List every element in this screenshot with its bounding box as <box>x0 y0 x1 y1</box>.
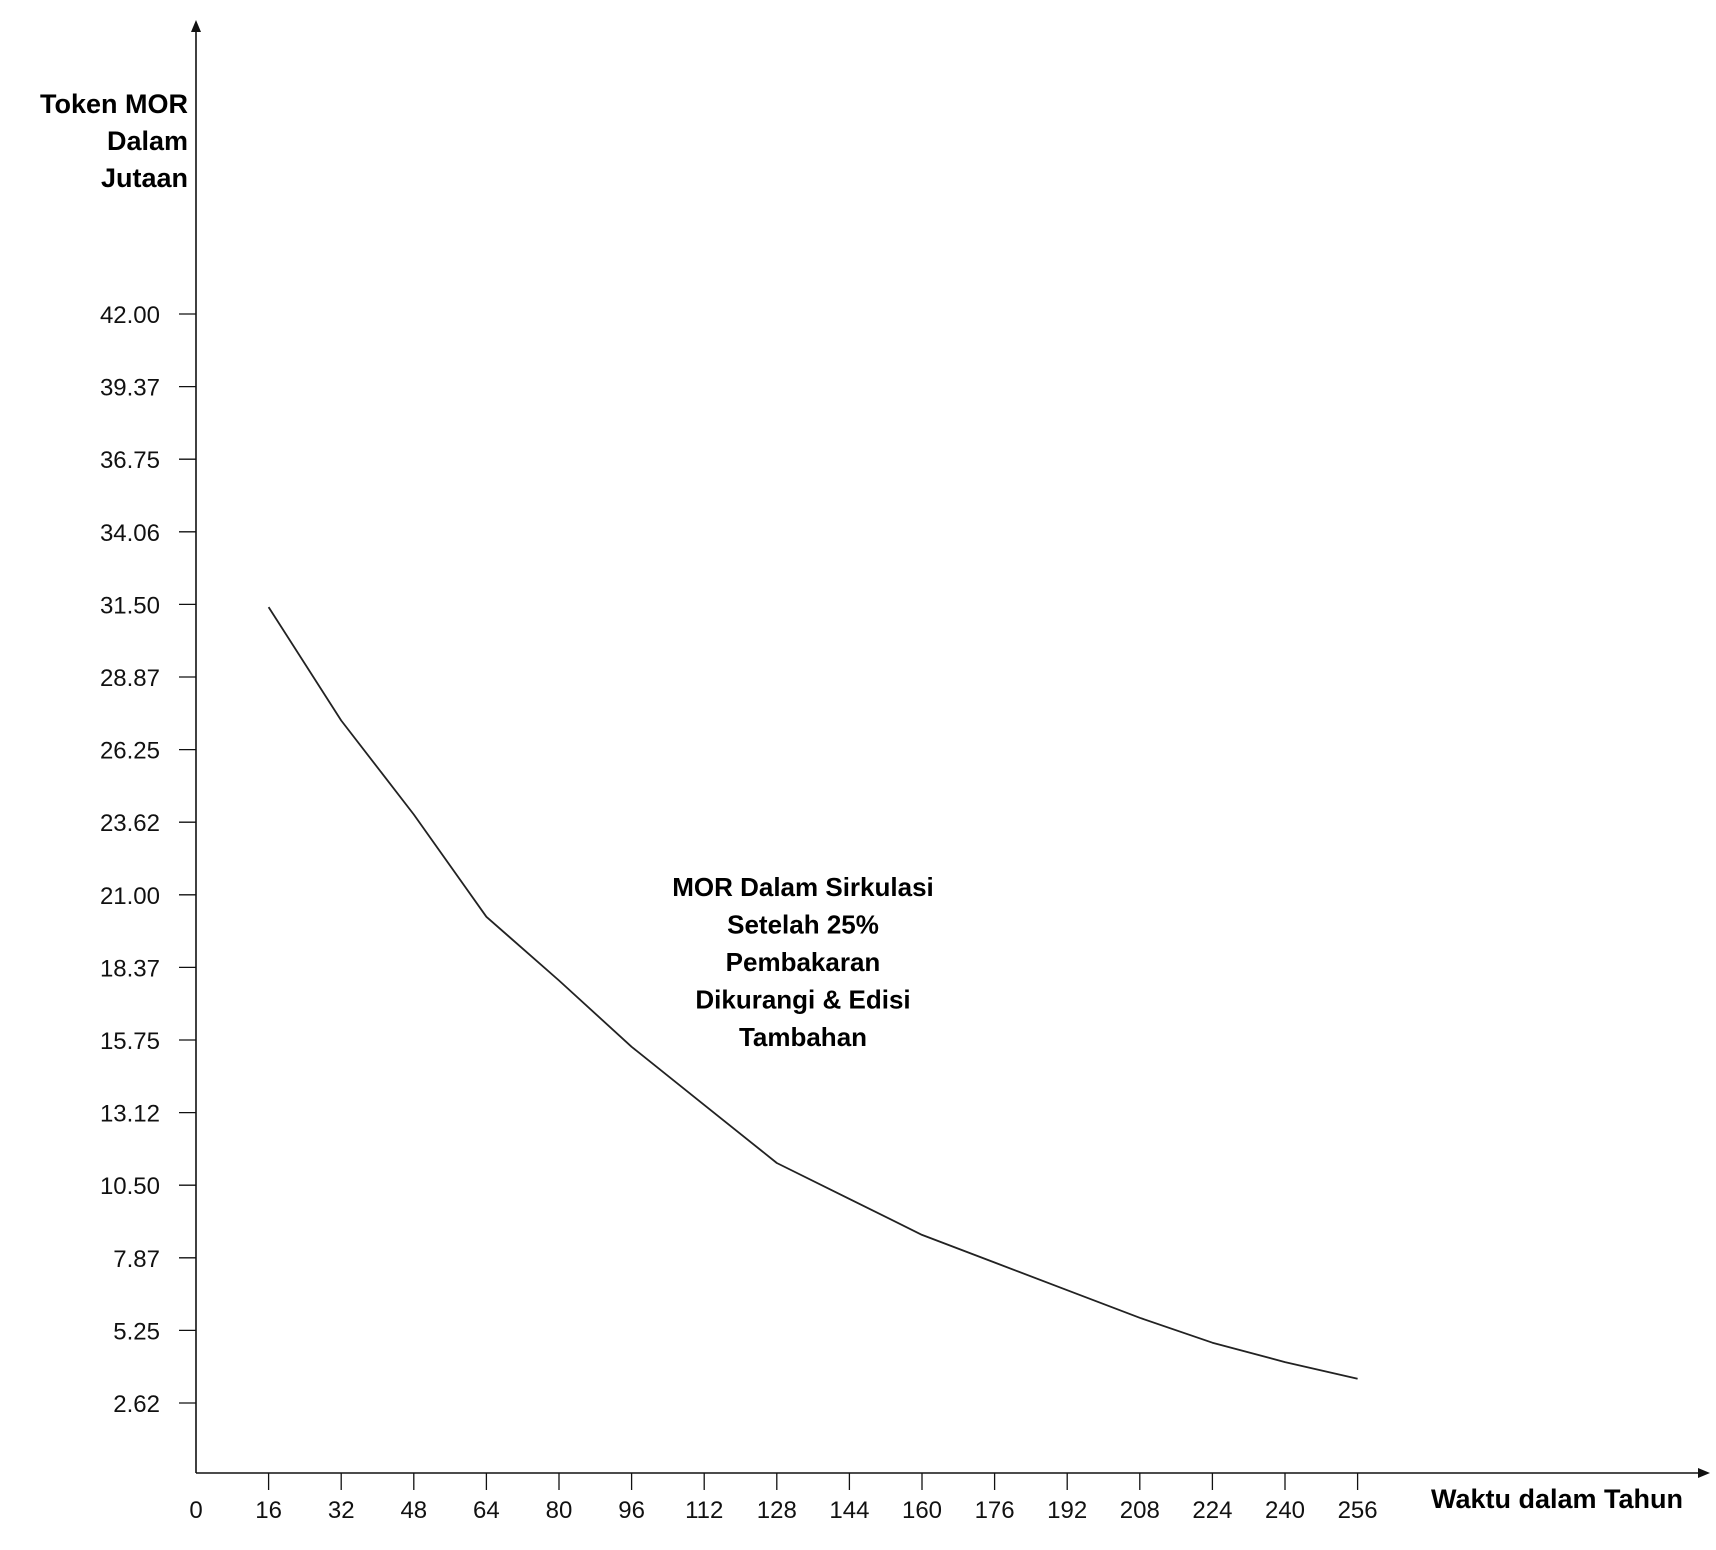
data-series <box>267 606 1358 1380</box>
annotation-line: Setelah 25% <box>727 910 879 940</box>
y-tick-label: 18.37 <box>100 955 160 982</box>
x-tick-label: 112 <box>685 1497 723 1524</box>
x-tick-label: 80 <box>546 1497 573 1524</box>
y-tick-label: 5.25 <box>113 1318 160 1345</box>
x-tick-label: 128 <box>757 1497 797 1524</box>
y-axis-title-line: Dalam <box>107 126 188 156</box>
x-tick-label: 64 <box>473 1497 500 1524</box>
y-tick-label: 2.62 <box>113 1391 160 1418</box>
y-tick-label: 42.00 <box>100 302 160 329</box>
y-tick-label: 23.62 <box>100 810 160 837</box>
y-tick-label: 21.00 <box>100 883 160 910</box>
x-tick-label: 208 <box>1120 1497 1160 1524</box>
y-tick-label: 10.50 <box>100 1173 160 1200</box>
axes <box>191 20 1710 1478</box>
y-axis-ticks: 42.00 39.37 36.75 34.06 31.50 28.87 26.25 23.62… <box>100 302 196 1418</box>
y-axis-title-line: Jutaan <box>101 163 188 193</box>
x-tick-label: 32 <box>328 1497 355 1524</box>
x-tick-label: 16 <box>255 1497 282 1524</box>
y-tick-label: 34.06 <box>100 520 160 547</box>
y-tick-label: 15.75 <box>100 1028 160 1055</box>
y-tick-label: 36.75 <box>100 447 160 474</box>
annotation-line: Pembakaran <box>726 947 881 977</box>
series-line <box>267 606 1358 1380</box>
x-tick-label: 96 <box>618 1497 645 1524</box>
x-axis-arrow <box>1698 1468 1710 1478</box>
x-tick-label: 256 <box>1338 1497 1378 1524</box>
x-tick-label: 224 <box>1192 1497 1232 1524</box>
y-tick-label: 31.50 <box>100 592 160 619</box>
y-tick-label: 13.12 <box>100 1101 160 1128</box>
y-tick-label: 28.87 <box>100 665 160 692</box>
y-tick-label: 39.37 <box>100 375 160 402</box>
x-tick-label: 144 <box>829 1497 869 1524</box>
chart-annotation: MOR Dalam Sirkulasi Setelah 25% Pembakaran… <box>672 872 934 1052</box>
x-tick-label: 0 <box>189 1497 202 1524</box>
x-tick-label: 160 <box>902 1497 942 1524</box>
x-tick-label: 48 <box>400 1497 427 1524</box>
x-tick-label: 240 <box>1265 1497 1305 1524</box>
y-axis-title-line: Token MOR <box>40 89 188 119</box>
y-axis-title: Token MOR Dalam Jutaan <box>40 89 188 193</box>
annotation-line: Tambahan <box>739 1022 867 1052</box>
y-axis-arrow <box>191 20 201 32</box>
y-tick-label: 7.87 <box>113 1246 160 1273</box>
annotation-line: MOR Dalam Sirkulasi <box>672 872 934 902</box>
y-tick-label: 26.25 <box>100 738 160 765</box>
x-tick-label: 192 <box>1047 1497 1087 1524</box>
x-axis-ticks: 0 16 32 48 64 80 96 112 128 144 160 176 192 208 224 240… <box>189 1473 1378 1524</box>
annotation-line: Dikurangi & Edisi <box>695 985 910 1015</box>
x-tick-label: 176 <box>975 1497 1015 1524</box>
x-axis-title: Waktu dalam Tahun <box>1431 1484 1683 1514</box>
